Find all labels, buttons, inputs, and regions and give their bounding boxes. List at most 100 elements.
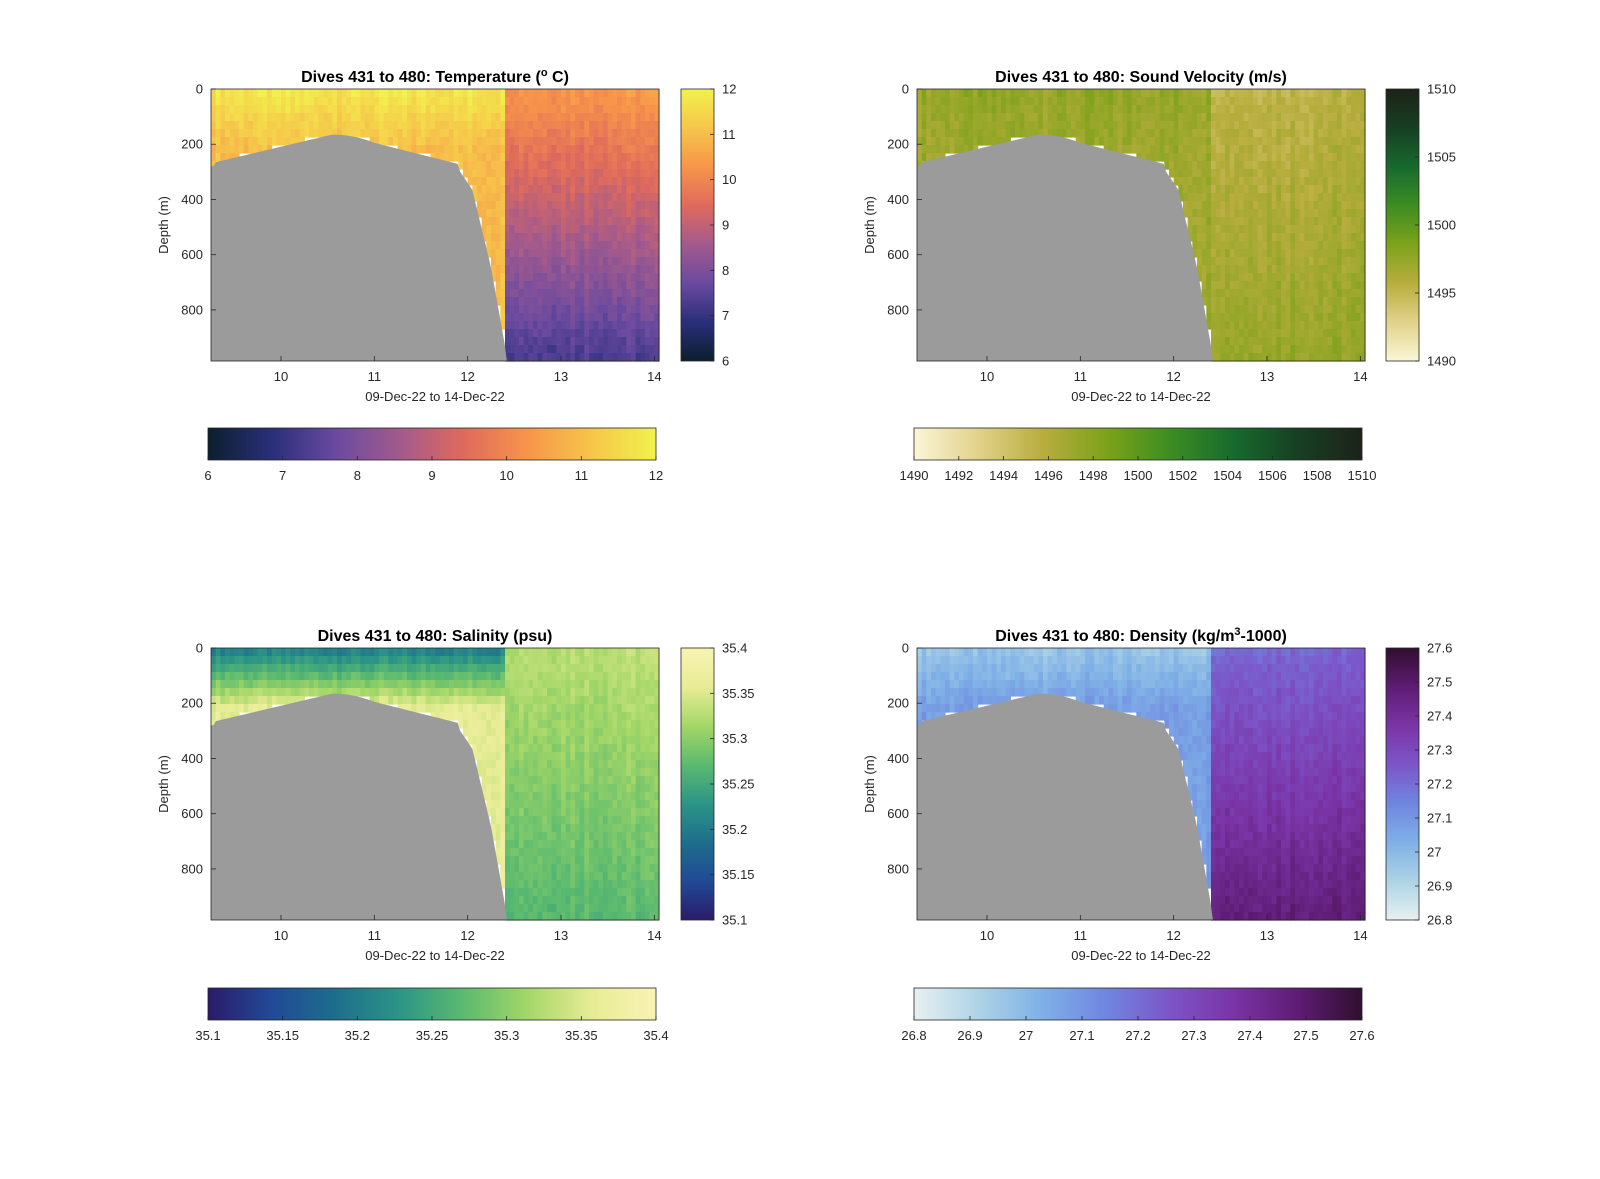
heatmap-cell [537,209,543,218]
heatmap-cell [547,808,553,817]
heatmap-cell [589,209,595,218]
heatmap-cell [589,217,595,226]
heatmap-cell [561,696,567,705]
heatmap-cell [1351,305,1357,314]
heatmap-cell [575,712,581,721]
heatmap-cell [1346,193,1352,202]
heatmap-cell [439,153,445,162]
heatmap-cell [635,201,641,210]
heatmap-cell [491,696,497,705]
heatmap-cell [514,345,520,354]
heatmap-cell [973,105,979,114]
heatmap-cell [1248,353,1254,362]
heatmap-cell [575,728,581,737]
heatmap-cell [519,848,525,857]
heatmap-cell [229,664,235,673]
heatmap-cell [575,688,581,697]
heatmap-cell [514,696,520,705]
heatmap-cell [1341,129,1347,138]
heatmap-cell [1262,321,1268,330]
heatmap-cell [509,353,515,362]
heatmap-cell [519,808,525,817]
heatmap-cell [505,912,511,921]
heatmap-cell [593,672,599,681]
heatmap-cell [495,185,501,194]
heatmap-cell [973,89,979,98]
heatmap-cell [1285,297,1291,306]
heatmap-cell [584,808,590,817]
heatmap-cell [500,321,506,330]
hcolorbar-tick-label: 11 [575,468,589,483]
heatmap-cell [640,185,646,194]
heatmap-cell [537,265,543,274]
heatmap-cell [617,808,623,817]
heatmap-cell [649,153,655,162]
heatmap-cell [519,816,525,825]
heatmap-cell [556,113,562,122]
heatmap-cell [1299,353,1305,362]
heatmap-cell [271,656,277,665]
hcolorbar-tick-label: 8 [354,468,361,483]
heatmap-cell [533,113,539,122]
heatmap-cell [561,185,567,194]
heatmap-cell [1211,329,1217,338]
heatmap-cell [211,648,217,657]
heatmap-cell [1229,129,1235,138]
heatmap-cell [1043,121,1049,130]
heatmap-cell [491,688,497,697]
heatmap-cell [1192,169,1198,178]
heatmap-cell [290,113,296,122]
heatmap-cell [935,113,941,122]
heatmap-cell [500,89,506,98]
heatmap-cell [1341,177,1347,186]
heatmap-cell [416,145,422,154]
heatmap-cell [533,281,539,290]
heatmap-cell [575,273,581,282]
heatmap-cell [1341,169,1347,178]
heatmap-cell [551,201,557,210]
heatmap-cell [593,121,599,130]
heatmap-cell [267,89,273,98]
heatmap-cell [561,760,567,769]
heatmap-cell [593,856,599,865]
heatmap-cell [565,736,571,745]
heatmap-cell [509,912,515,921]
heatmap-cell [533,249,539,258]
heatmap-cell [1201,137,1207,146]
heatmap-cell [393,129,399,138]
heatmap-cell [1253,257,1259,266]
heatmap-cell [1337,209,1343,218]
heatmap-cell [1262,329,1268,338]
heatmap-cell [1327,193,1333,202]
heatmap-cell [579,233,585,242]
heatmap-cell [589,848,595,857]
heatmap-cell [229,145,235,154]
heatmap-cell [1355,161,1361,170]
heatmap-cell [1159,137,1165,146]
heatmap-cell [509,688,515,697]
heatmap-cell [276,121,282,130]
heatmap-cell [640,241,646,250]
heatmap-cell [1215,241,1221,250]
heatmap-cell [481,728,487,737]
heatmap-cell [654,241,660,250]
heatmap-cell [603,896,609,905]
heatmap-cell [654,105,660,114]
heatmap-cell [570,648,576,657]
heatmap-cell [295,89,301,98]
heatmap-cell [537,241,543,250]
heatmap-cell [463,712,469,721]
heatmap-cell [617,800,623,809]
heatmap-cell [1234,265,1240,274]
heatmap-cell [505,265,511,274]
heatmap-cell [654,329,660,338]
heatmap-cell [1281,337,1287,346]
heatmap-cell [229,680,235,689]
heatmap-cell [267,696,273,705]
colorbar-horizontal [207,427,657,461]
heatmap-cell [542,680,548,689]
heatmap-cell [556,768,562,777]
heatmap-cell [500,273,506,282]
heatmap-cell [1285,177,1291,186]
heatmap-cell [551,856,557,865]
